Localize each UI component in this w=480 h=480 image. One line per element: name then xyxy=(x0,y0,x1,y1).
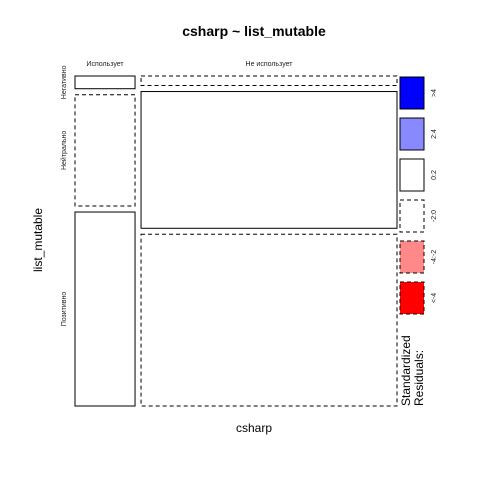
legend-label: -4:-2 xyxy=(431,250,438,265)
legend-swatch xyxy=(399,199,425,233)
legend-title-line-2: Residuals: xyxy=(412,350,426,406)
chart-title: csharp ~ list_mutable xyxy=(182,23,326,39)
mosaic-cell xyxy=(140,75,398,87)
mosaic-cell xyxy=(140,233,398,407)
legend: >4 2:4 0:2 -2:0 -4:-2 <-4 xyxy=(399,76,438,315)
x-axis-label: csharp xyxy=(236,421,272,435)
legend-swatch xyxy=(399,240,425,274)
x-tick-label: Использует xyxy=(86,61,124,68)
mosaic-cell xyxy=(74,75,136,90)
x-tick-label: Не использует xyxy=(246,61,294,68)
legend-swatch xyxy=(399,117,425,151)
y-tick-label: Позитивно xyxy=(61,292,68,327)
legend-label: 2:4 xyxy=(431,129,438,139)
mosaic-cell xyxy=(140,91,398,229)
legend-swatch xyxy=(399,76,425,110)
legend-label: <-4 xyxy=(431,293,438,303)
y-tick-labels: Негативно Нейтрально Позитивно xyxy=(60,65,68,326)
legend-title-line-1: Standardized xyxy=(399,335,413,406)
x-tick-labels: Использует Не использует xyxy=(86,61,293,68)
legend-swatch xyxy=(399,158,425,192)
legend-label: -2:0 xyxy=(431,210,438,222)
y-tick-label: Нейтрально xyxy=(60,131,68,170)
mosaic-cell xyxy=(74,94,136,207)
legend-swatch xyxy=(399,281,425,315)
y-axis-label: list_mutable xyxy=(31,208,45,272)
legend-label: >4 xyxy=(431,89,438,97)
mosaic-cells xyxy=(74,75,398,407)
y-tick-label: Негативно xyxy=(61,65,68,99)
mosaic-cell xyxy=(74,211,136,407)
legend-label: 0:2 xyxy=(431,170,438,180)
